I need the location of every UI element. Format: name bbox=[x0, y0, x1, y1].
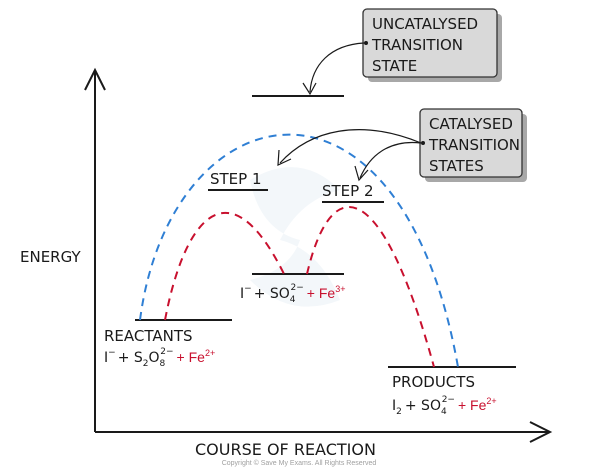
step2-label: STEP 2 bbox=[322, 182, 374, 200]
catalysed-line2: TRANSITION bbox=[428, 136, 520, 154]
watermark-logo bbox=[250, 167, 340, 307]
catalysed-path-step1 bbox=[164, 211, 285, 321]
uncatalysed-path bbox=[139, 133, 459, 368]
copyright-footer: Copyright © Save My Exams. All Rights Re… bbox=[222, 459, 377, 467]
x-axis-arrowhead bbox=[529, 421, 553, 443]
products-label: PRODUCTS bbox=[392, 373, 475, 391]
uncatalysed-callout: UNCATALYSED TRANSITION STATE bbox=[362, 8, 502, 82]
uncatalysed-line3: STATE bbox=[372, 57, 417, 75]
reactants-label: REACTANTS bbox=[104, 327, 193, 345]
catalysed-pointer-step1-head bbox=[277, 149, 292, 166]
intermediate-formula: I− + SO42− + Fe3+ bbox=[240, 283, 345, 305]
catalysed-callout: CATALYSED TRANSITION STATES bbox=[419, 108, 527, 182]
catalysed-line3: STATES bbox=[429, 157, 484, 175]
step1-label: STEP 1 bbox=[210, 170, 262, 188]
catalysed-line1: CATALYSED bbox=[429, 115, 513, 133]
y-axis-label: ENERGY bbox=[20, 248, 81, 266]
uncatalysed-line2: TRANSITION bbox=[371, 36, 463, 54]
x-axis-label: COURSE OF REACTION bbox=[195, 440, 376, 459]
catalysed-pointer-step2 bbox=[359, 141, 422, 179]
products-formula: I2 + SO42− + Fe2+ bbox=[392, 395, 497, 417]
axes bbox=[84, 67, 553, 443]
uncatalysed-pointer-arrow bbox=[309, 42, 365, 93]
catalysed-pointer-step1 bbox=[279, 129, 422, 164]
y-axis-arrowhead bbox=[84, 67, 106, 91]
catalysed-path-step2 bbox=[306, 206, 435, 368]
catalysed-pointer-step2-head bbox=[354, 165, 369, 182]
uncatalysed-pointer-arrowhead bbox=[302, 82, 317, 96]
uncatalysed-line1: UNCATALYSED bbox=[372, 15, 478, 33]
reactants-formula: I− + S2O82− + Fe2+ bbox=[104, 347, 215, 369]
